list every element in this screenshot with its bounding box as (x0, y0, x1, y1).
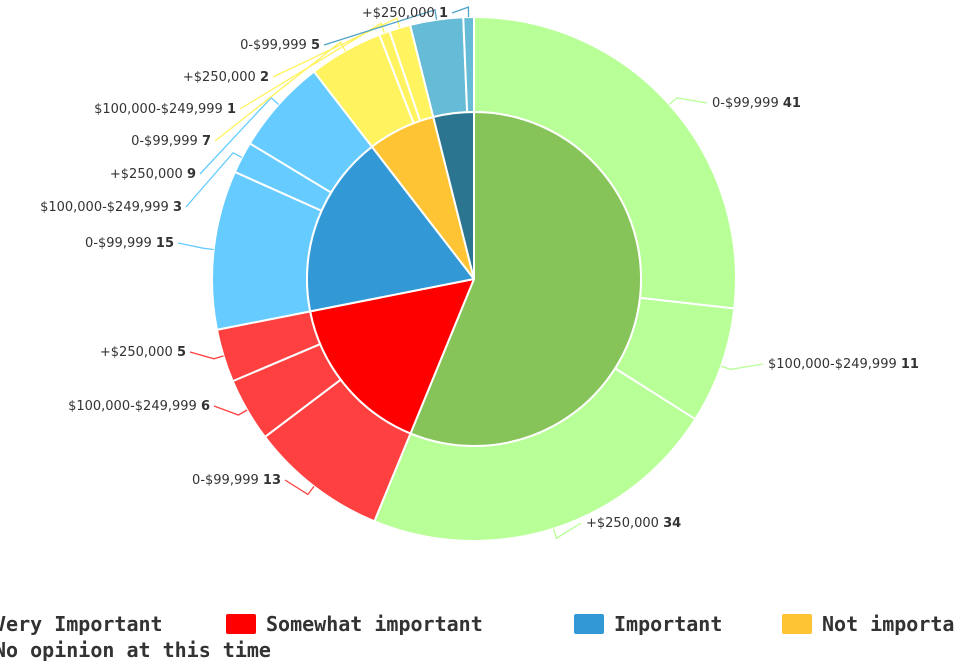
data-label-important-250-000: +$250,000 9 (110, 167, 196, 182)
data-label-not-important-100-000-249-999: $100,000-$249,999 1 (94, 102, 236, 117)
label-connectors (177, 6, 764, 540)
data-label-very-important-250-000: +$250,000 34 (586, 516, 681, 531)
connector-important-0-99-999 (177, 242, 214, 251)
legend-item-somewhat-important[interactable]: Somewhat important (226, 612, 483, 636)
connector-somewhat-important-100-000-249-999 (213, 405, 248, 416)
connector-important-100-000-249-999 (185, 151, 243, 208)
data-label-somewhat-important-250-000: +$250,000 5 (100, 345, 186, 360)
connector-not-important-100-000-249-999 (239, 22, 386, 110)
data-label-no-opinion-at-this-time-250-000: +$250,000 1 (362, 6, 448, 21)
legend-swatch-somewhat-important (226, 614, 256, 634)
legend-item-very-important[interactable]: Very Important (0, 612, 163, 636)
data-label-important-100-000-249-999: $100,000-$249,999 3 (40, 200, 182, 215)
connector-no-opinion-at-this-time-250-000 (451, 6, 470, 18)
inner-slice-no-opinion-at-this-time[interactable] (432, 111, 475, 280)
connector-not-important-0-99-999 (214, 41, 346, 142)
legend-label-not-important: Not important (822, 612, 954, 636)
data-labels: 0-$99,999 41 $100,000-$249,999 11 +$250,00… (40, 6, 919, 531)
legend-item-no-opinion[interactable]: No opinion at this time (0, 638, 271, 662)
legend-label-no-opinion: No opinion at this time (0, 638, 271, 662)
data-label-important-0-99-999: 0-$99,999 15 (85, 236, 174, 251)
connector-no-opinion-at-this-time-0-99-999 (323, 8, 438, 46)
data-label-not-important-250-000: +$250,000 2 (183, 70, 269, 85)
data-label-somewhat-important-0-99-999: 0-$99,999 13 (192, 473, 281, 488)
connector-important-250-000 (199, 96, 280, 175)
legend-label-important: Important (614, 612, 723, 636)
data-label-very-important-0-99-999: 0-$99,999 41 (712, 96, 801, 111)
inner-pie (306, 111, 642, 447)
data-label-very-important-100-000-249-999: $100,000-$249,999 11 (768, 357, 919, 372)
connector-somewhat-important-0-99-999 (284, 479, 315, 496)
data-label-not-important-0-99-999: 0-$99,999 7 (131, 134, 211, 149)
legend: Very Important Somewhat important Import… (0, 608, 954, 666)
inner-slice-important[interactable] (306, 145, 475, 313)
legend-label-very-important: Very Important (0, 612, 163, 636)
legend-item-important[interactable]: Important (574, 612, 722, 636)
data-label-no-opinion-at-this-time-0-99-999: 0-$99,999 5 (240, 38, 320, 53)
inner-slice-somewhat-important[interactable] (309, 278, 475, 435)
legend-label-somewhat-important: Somewhat important (266, 612, 483, 636)
outer-ring (211, 15, 737, 542)
connector-very-important-250-000 (552, 522, 582, 540)
connector-very-important-0-99-999 (668, 97, 708, 105)
legend-swatch-not-important (782, 614, 812, 634)
pie-chart: 0-$99,999 41 $100,000-$249,999 11 +$250,00… (40, 6, 919, 542)
inner-slice-very-important[interactable] (409, 111, 642, 447)
connector-not-important-250-000 (272, 17, 401, 78)
data-label-somewhat-important-100-000-249-999: $100,000-$249,999 6 (68, 399, 210, 414)
legend-item-not-important[interactable]: Not important (782, 612, 954, 636)
connector-somewhat-important-250-000 (189, 351, 224, 360)
legend-swatch-important (574, 614, 604, 634)
connector-very-important-100-000-249-999 (720, 363, 764, 371)
